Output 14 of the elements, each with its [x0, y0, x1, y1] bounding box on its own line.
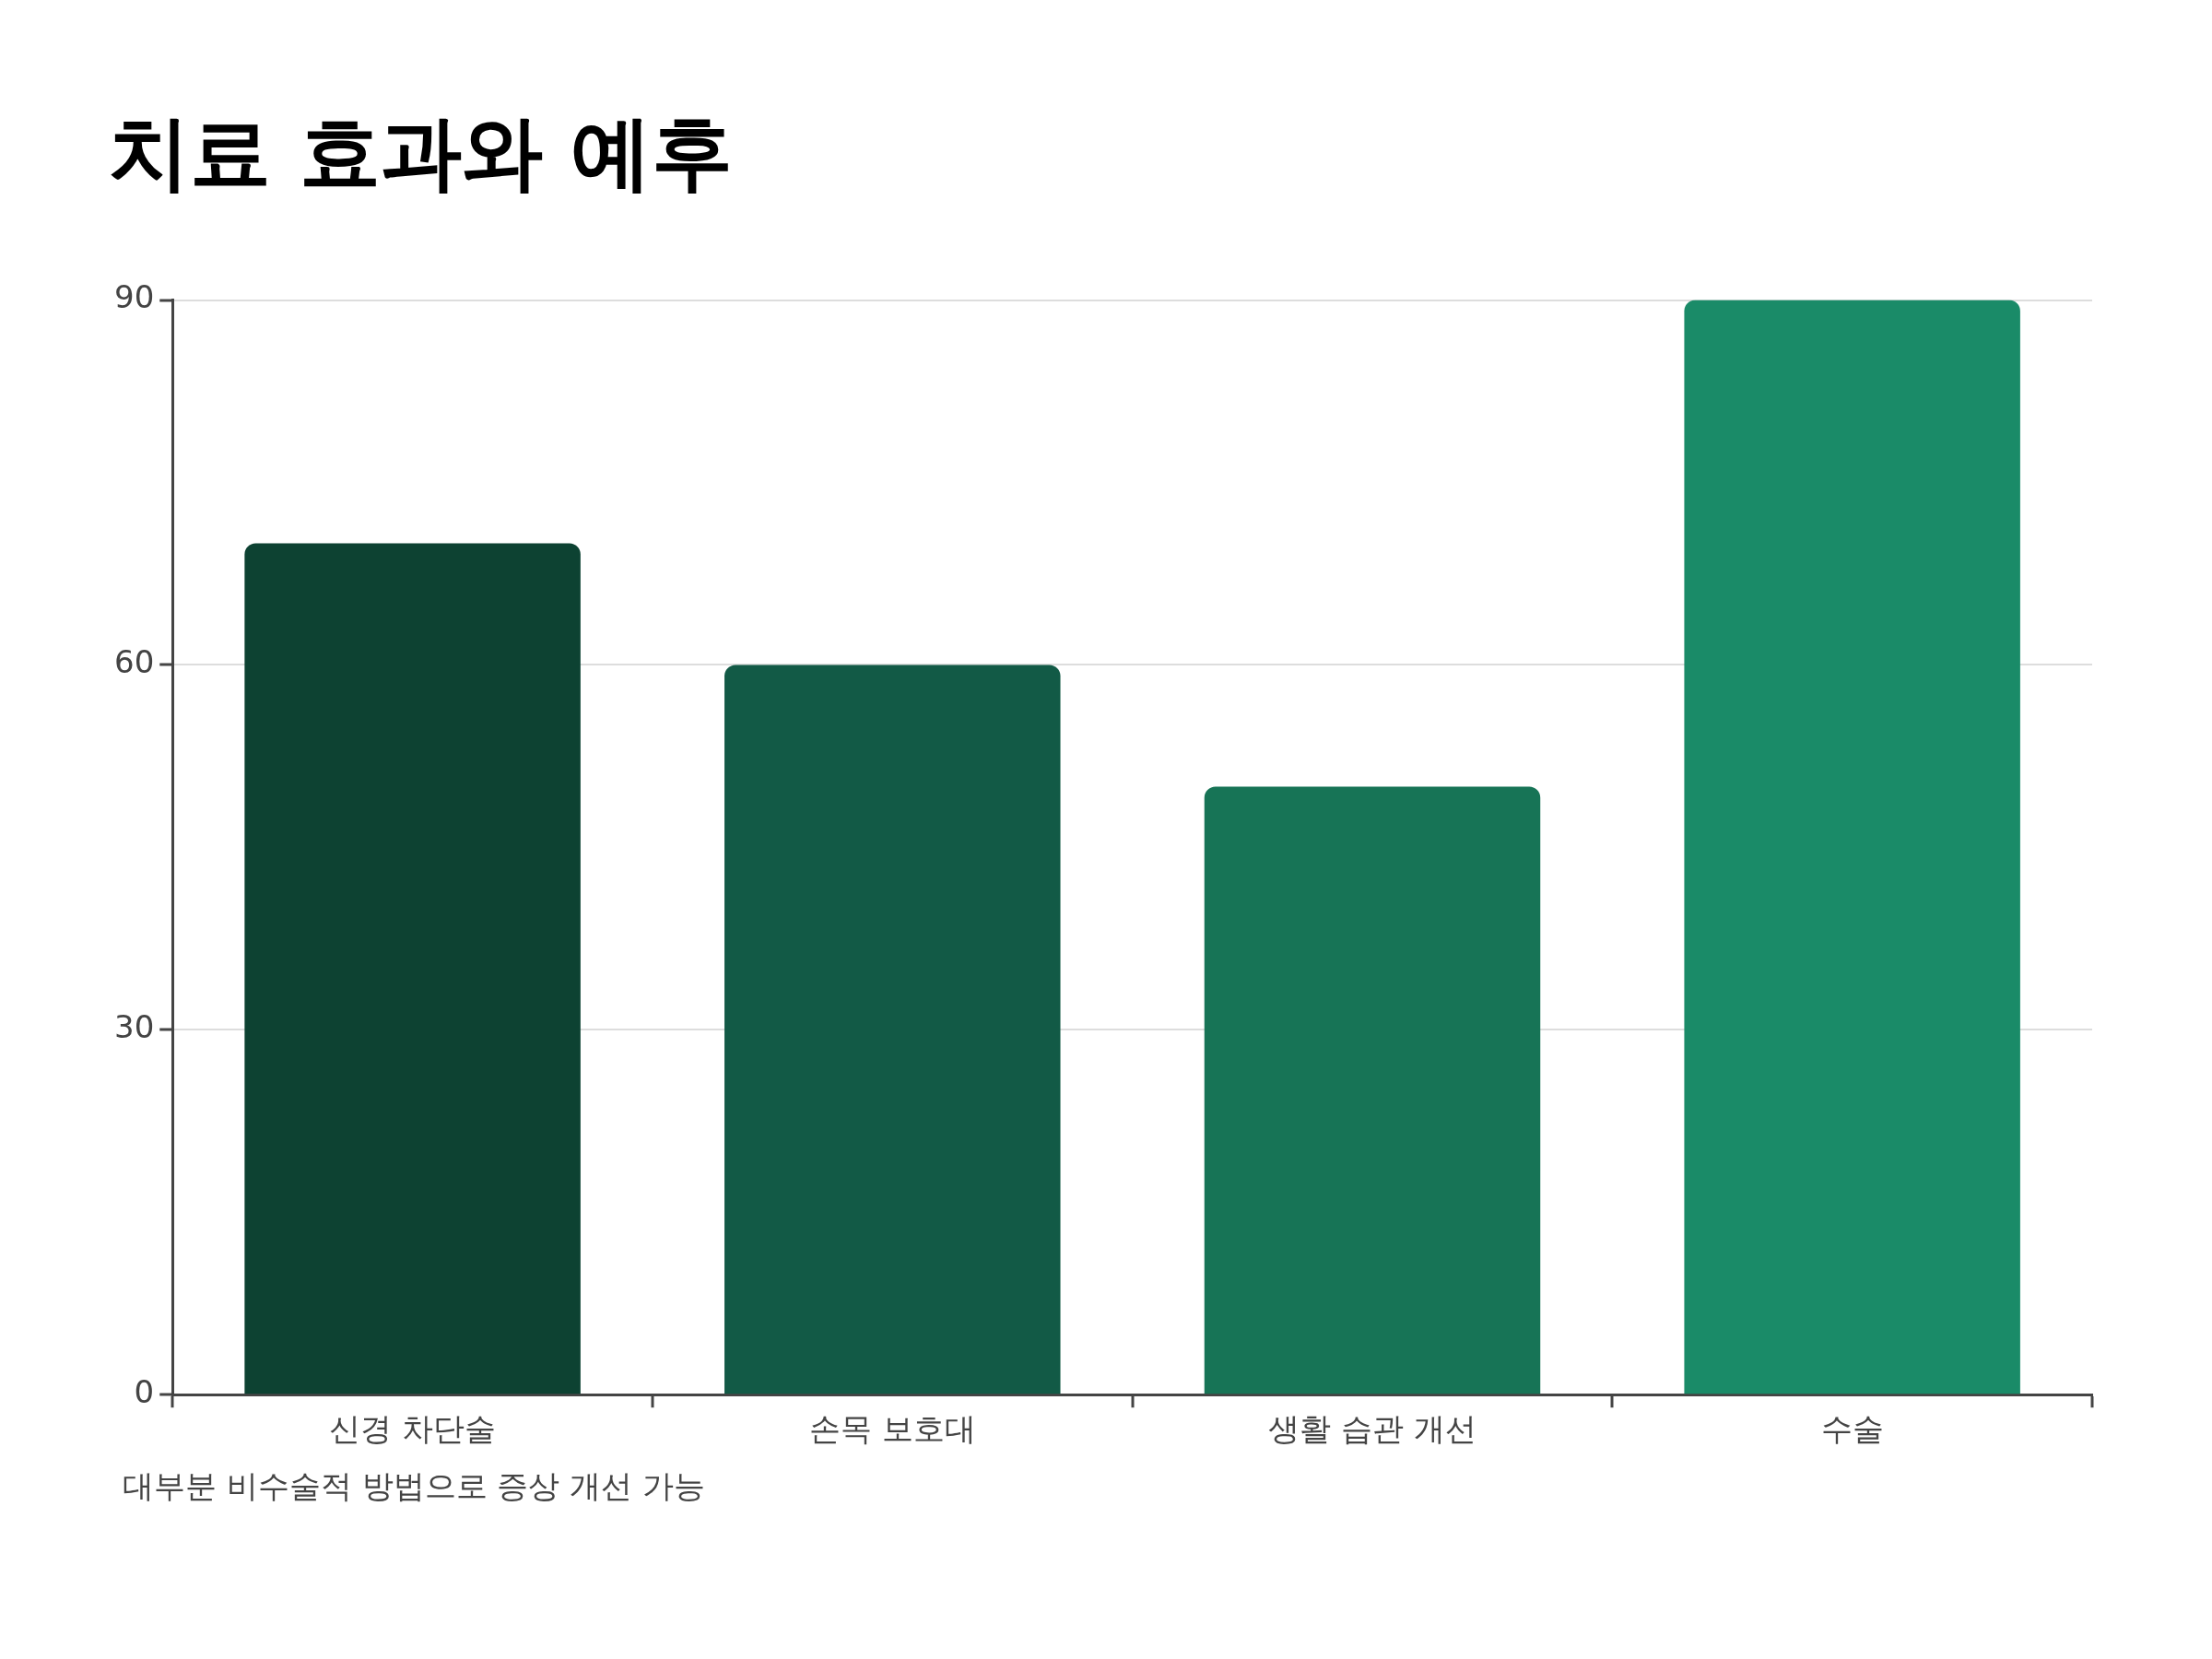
text: 대부분 비수술적 방법으로 증상 개선 가능: [123, 1466, 706, 1504]
chart-title: 치료 효과와 예후: [109, 104, 734, 200]
bar: [724, 665, 1061, 1394]
x-tick-label: 신경 차단술: [329, 1410, 497, 1448]
y-tick-label: 0: [134, 1373, 155, 1411]
x-tick-label: 손목 보호대: [808, 1410, 976, 1448]
bar: [1684, 300, 2020, 1394]
bar: [244, 543, 581, 1394]
y-tick-label: 30: [114, 1008, 155, 1046]
x-tick-label: 생활 습관 개선: [1268, 1410, 1477, 1448]
y-tick-label: 60: [114, 643, 155, 681]
bar: [1204, 786, 1541, 1394]
y-tick-label: 90: [114, 278, 155, 316]
x-tick-label: 수술: [1820, 1410, 1884, 1448]
